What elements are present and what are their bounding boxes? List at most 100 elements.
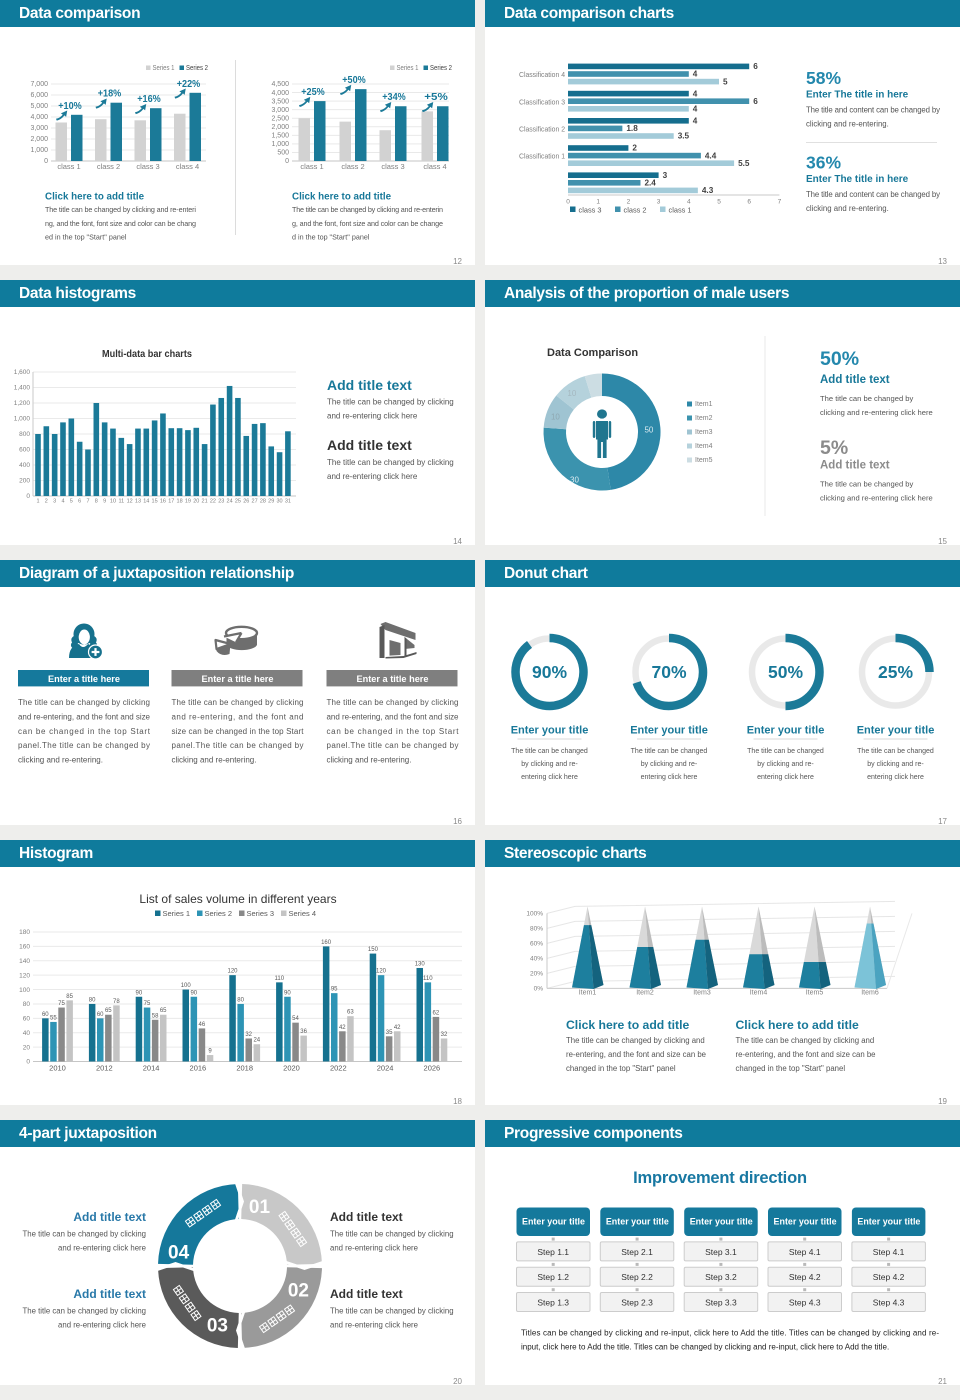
svg-text:clicking and re-entering.: clicking and re-entering.	[18, 756, 103, 765]
svg-text:0: 0	[44, 158, 48, 165]
svg-text:clicking and re-entering click: clicking and re-entering click here	[820, 408, 933, 417]
svg-text:30: 30	[570, 475, 579, 484]
svg-text:160: 160	[321, 940, 332, 946]
svg-text:60: 60	[23, 1016, 31, 1023]
svg-text:Classification 4: Classification 4	[519, 70, 565, 79]
svg-text:1,200: 1,200	[14, 400, 31, 407]
svg-text:19: 19	[185, 499, 191, 505]
svg-text:50: 50	[644, 425, 653, 434]
svg-text:entering click here: entering click here	[757, 774, 814, 781]
svg-text:The title can be changed by cl: The title can be changed by clicking	[330, 1230, 454, 1239]
svg-text:ed in the top "Start" panel: ed in the top "Start" panel	[45, 233, 127, 242]
svg-text:4: 4	[693, 89, 698, 98]
svg-text:The title can be changed by: The title can be changed by	[820, 394, 914, 403]
svg-text:class 2: class 2	[341, 162, 364, 171]
svg-text:600: 600	[19, 447, 30, 454]
svg-text:23: 23	[218, 499, 224, 505]
svg-text:180: 180	[19, 929, 30, 936]
svg-text:Item3: Item3	[695, 429, 713, 436]
svg-text:Add title text: Add title text	[330, 1210, 403, 1224]
svg-text:2: 2	[632, 144, 637, 153]
svg-text:31: 31	[285, 499, 291, 505]
svg-text:1,600: 1,600	[14, 369, 31, 376]
svg-text:12: 12	[453, 257, 462, 265]
svg-text:1,000: 1,000	[14, 416, 31, 423]
svg-text:class 2: class 2	[97, 162, 120, 171]
svg-text:class 1: class 1	[300, 162, 323, 171]
svg-text:85: 85	[66, 994, 73, 1000]
svg-text:Step 4.2: Step 4.2	[873, 1272, 905, 1282]
svg-text:4.3: 4.3	[702, 186, 714, 195]
svg-text:Enter The title in here: Enter The title in here	[806, 90, 909, 101]
svg-text:Add title text: Add title text	[820, 459, 890, 471]
svg-text:The title can be changed by cl: The title can be changed by clicking and	[566, 1036, 705, 1045]
svg-text:clicking and re-entering.: clicking and re-entering.	[806, 204, 889, 213]
svg-text:60: 60	[97, 1012, 104, 1018]
svg-text:and re-entering, and the font: and re-entering, and the font and size	[327, 712, 460, 721]
svg-text:90%: 90%	[532, 662, 567, 682]
svg-text:60: 60	[42, 1012, 49, 1018]
svg-text:26: 26	[243, 499, 249, 505]
svg-text:Step 1.2: Step 1.2	[537, 1272, 569, 1282]
svg-text:75: 75	[58, 1001, 65, 1007]
svg-text:16: 16	[453, 817, 462, 825]
svg-text:2016: 2016	[190, 1064, 207, 1073]
svg-text:Item3: Item3	[693, 990, 711, 997]
svg-text:2012: 2012	[96, 1064, 113, 1073]
svg-text:19: 19	[938, 1097, 947, 1105]
svg-text:Series 1: Series 1	[163, 909, 191, 918]
svg-text:class 3: class 3	[136, 162, 159, 171]
svg-text:Enter your title: Enter your title	[690, 1217, 753, 1227]
svg-text:and re-entering click here: and re-entering click here	[330, 1321, 418, 1330]
svg-text:The title can be changed by cl: The title can be changed by clicking and…	[292, 205, 443, 214]
svg-text:Item6: Item6	[861, 990, 879, 997]
svg-text:Step 4.3: Step 4.3	[873, 1298, 905, 1308]
svg-text:2,500: 2,500	[271, 115, 289, 122]
svg-text:re-entering, and the font and: re-entering, and the font and size can b…	[736, 1050, 876, 1059]
svg-text:4,000: 4,000	[30, 114, 48, 121]
svg-text:panel.The title can be changed: panel.The title can be changed by	[18, 741, 150, 750]
svg-text:and re-entering click here: and re-entering click here	[327, 412, 418, 421]
svg-text:input, click here to Add the t: input, click here to Add the title. Titl…	[521, 1343, 889, 1352]
svg-text:0%: 0%	[534, 986, 544, 993]
svg-text:The title can be changed: The title can be changed	[747, 748, 824, 755]
svg-text:clicking and re-entering.: clicking and re-entering.	[172, 756, 257, 765]
svg-text:32: 32	[441, 1032, 448, 1038]
svg-text:Series 3: Series 3	[247, 909, 275, 918]
svg-text:The title can be changed by cl: The title can be changed by clicking	[18, 698, 150, 707]
svg-text:2026: 2026	[424, 1064, 441, 1073]
svg-text:changed in the top "Start" pan: changed in the top "Start" panel	[736, 1064, 846, 1073]
svg-text:The title can be changed by: The title can be changed by	[820, 479, 914, 488]
svg-text:28: 28	[260, 499, 266, 505]
svg-text:Enter a title here: Enter a title here	[202, 674, 274, 685]
svg-text:80%: 80%	[530, 926, 543, 933]
svg-text:2: 2	[45, 499, 48, 505]
svg-text:by clicking and re-: by clicking and re-	[867, 761, 924, 768]
svg-text:Classification 2: Classification 2	[519, 125, 565, 134]
svg-text:16: 16	[160, 499, 166, 505]
svg-text:+18%: +18%	[98, 89, 122, 100]
svg-text:Add title text: Add title text	[820, 374, 890, 386]
svg-text:4: 4	[61, 499, 64, 505]
svg-text:63: 63	[347, 1010, 354, 1016]
svg-text:10: 10	[110, 499, 116, 505]
svg-text:30: 30	[277, 499, 283, 505]
svg-text:5%: 5%	[820, 437, 848, 459]
svg-text:5.5: 5.5	[738, 159, 750, 168]
svg-text:2024: 2024	[377, 1064, 394, 1073]
svg-text:The title can be changed: The title can be changed	[511, 748, 588, 755]
svg-text:class 4: class 4	[176, 162, 199, 171]
svg-text:400: 400	[19, 462, 30, 469]
svg-text:class 4: class 4	[423, 162, 446, 171]
svg-text:20: 20	[23, 1044, 31, 1051]
svg-text:Enter your title: Enter your title	[606, 1217, 669, 1227]
svg-text:140: 140	[19, 958, 30, 965]
svg-text:62: 62	[433, 1010, 440, 1016]
svg-text:55: 55	[50, 1015, 57, 1021]
svg-text:15: 15	[938, 537, 947, 545]
svg-text:Step 4.3: Step 4.3	[789, 1298, 821, 1308]
svg-text:Add title text: Add title text	[327, 437, 412, 453]
svg-text:class 3: class 3	[381, 162, 404, 171]
svg-text:Item1: Item1	[579, 990, 597, 997]
svg-text:ng, and the font, font size an: ng, and the font, font size and color ca…	[45, 219, 196, 228]
